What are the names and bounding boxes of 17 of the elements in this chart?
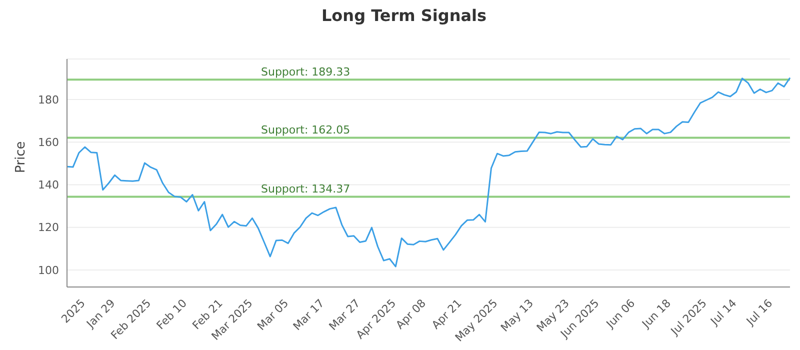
y-tick-label: 140 xyxy=(38,178,59,192)
y-tick-label: 160 xyxy=(38,136,59,150)
y-axis-title: Price xyxy=(14,141,29,173)
line-series xyxy=(66,77,791,268)
ref-line-label: Support: 189.33 xyxy=(260,66,350,79)
chart-title: Long Term Signals xyxy=(320,6,488,27)
ref-line-label: Support: 134.37 xyxy=(260,182,350,196)
y-tick-label: 100 xyxy=(38,264,59,277)
ref-line-label: Support: 162.05 xyxy=(260,124,350,137)
x-tick-label: Jun 06 xyxy=(603,296,638,332)
y-tick-label: 180 xyxy=(38,93,59,106)
x-tick-label: Mar 05 xyxy=(254,296,292,333)
x-tick-label: Jul 16 xyxy=(743,296,776,328)
x-tick-label: Jul 14 xyxy=(708,296,740,328)
x-tick-label: Mar 17 xyxy=(290,296,327,333)
x-tick-label: Feb 10 xyxy=(154,296,190,332)
y-tick-label: 120 xyxy=(38,221,59,234)
